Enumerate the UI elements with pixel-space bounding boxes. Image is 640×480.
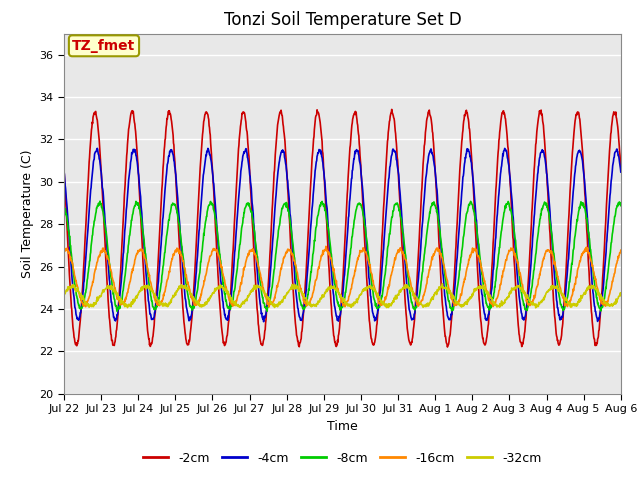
X-axis label: Time: Time bbox=[327, 420, 358, 432]
Y-axis label: Soil Temperature (C): Soil Temperature (C) bbox=[20, 149, 34, 278]
Legend: -2cm, -4cm, -8cm, -16cm, -32cm: -2cm, -4cm, -8cm, -16cm, -32cm bbox=[138, 447, 547, 469]
Title: Tonzi Soil Temperature Set D: Tonzi Soil Temperature Set D bbox=[223, 11, 461, 29]
Text: TZ_fmet: TZ_fmet bbox=[72, 39, 136, 53]
